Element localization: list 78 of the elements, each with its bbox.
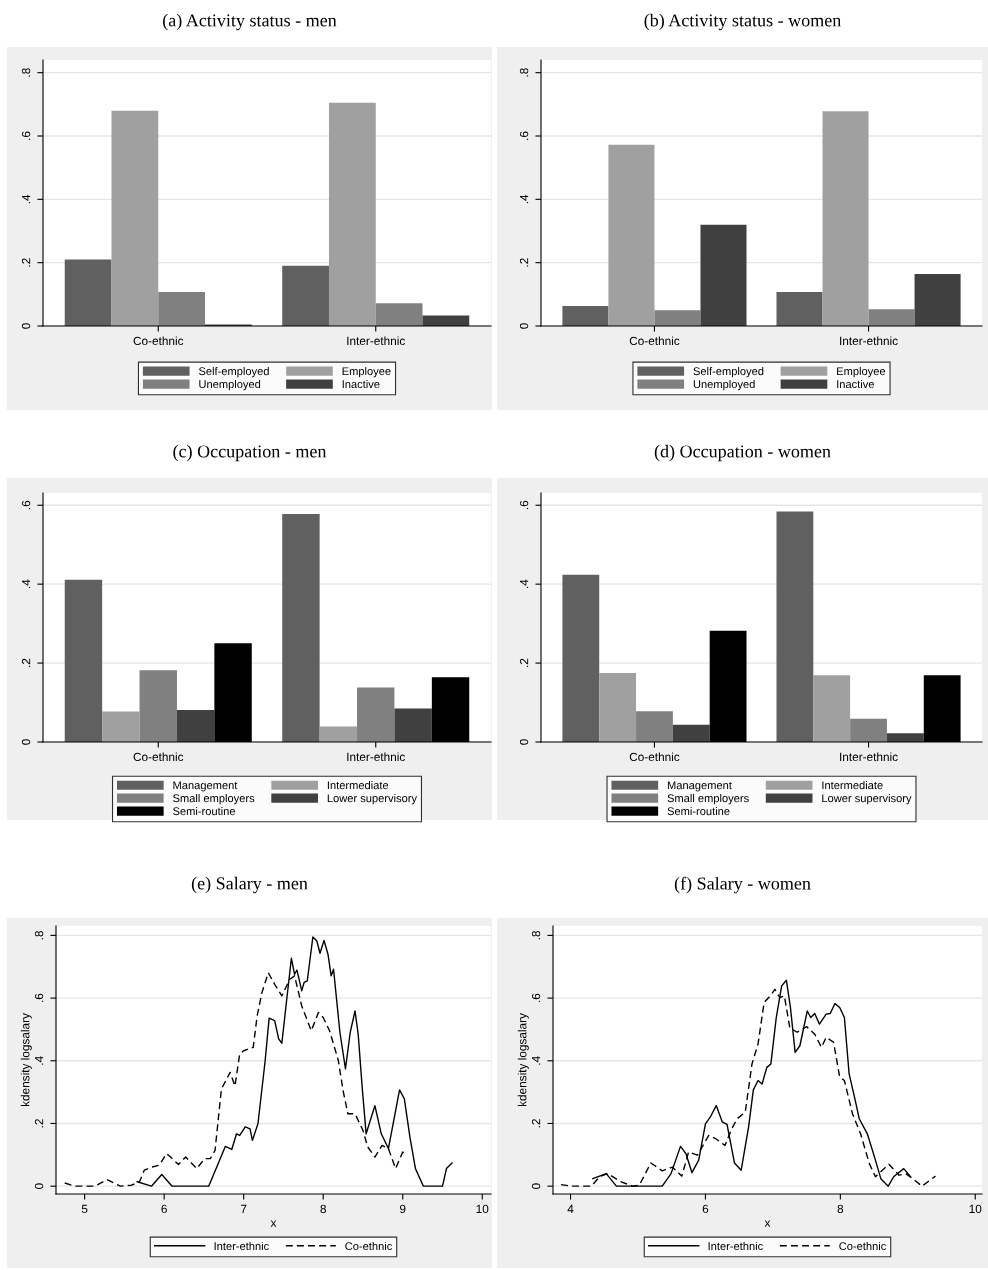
legend-label: Inactive (342, 379, 380, 389)
chart-title: (b) Activity status - women (644, 13, 842, 31)
legend-label: Self-employed (693, 366, 764, 378)
x-tick-label: Co-ethnic (629, 752, 680, 762)
legend-label: Semi-routine (173, 806, 236, 816)
x-tick-label: 10 (969, 1204, 982, 1214)
legend-label: Employee (837, 366, 886, 378)
legend-label: Small employers (173, 794, 255, 805)
y-tick-label: .8 (21, 68, 31, 77)
x-tick-label: 8 (320, 1204, 326, 1214)
legend-label: Management (173, 781, 238, 792)
y-tick-label: 0 (34, 1183, 44, 1189)
y-tick-label: 0 (519, 739, 529, 745)
x-tick-label: 6 (702, 1204, 709, 1214)
x-tick-label: Co-ethnic (629, 336, 680, 346)
x-tick-label: Co-ethnic (133, 336, 184, 346)
chart-title: (e) Salary - men (191, 876, 308, 894)
y-tick-label: 0 (21, 323, 31, 329)
y-tick-label: .6 (34, 993, 44, 1002)
y-tick-label: .2 (21, 258, 31, 267)
legend-label: Employee (342, 366, 391, 378)
chart-title: (d) Occupation - women (654, 444, 831, 462)
x-tick-label: 9 (400, 1204, 406, 1214)
y-tick-label: .8 (519, 68, 529, 77)
y-tick-label: .4 (532, 1056, 541, 1065)
chart-title: (f) Salary - women (674, 876, 811, 894)
y-tick-label: 0 (531, 1183, 541, 1189)
legend-label: Semi-routine (667, 806, 730, 816)
legend-label: Intermediate (822, 781, 883, 790)
legend-label: Co-ethnic (839, 1241, 886, 1251)
y-tick-label: .6 (531, 993, 541, 1002)
y-axis-title: kdensity logsalary (20, 1013, 32, 1107)
y-tick-label: .8 (34, 930, 44, 940)
chart-title: (c) Occupation - men (173, 444, 327, 462)
y-tick-label: .4 (35, 1056, 44, 1065)
legend-label: Unemployed (693, 379, 755, 391)
y-tick-label: .4 (520, 579, 529, 588)
legend-label: Self-employed (198, 366, 269, 378)
y-tick-label: .6 (21, 131, 31, 140)
x-tick-label: Inter-ethnic (347, 752, 405, 762)
legend-label: Small employers (667, 794, 749, 805)
x-tick-label: Inter-ethnic (840, 336, 898, 346)
y-tick-label: .2 (531, 1119, 541, 1128)
legend-label: Inter-ethnic (708, 1241, 763, 1251)
legend-label: Lower supervisory (822, 794, 912, 805)
x-tick-label: 8 (837, 1204, 844, 1214)
x-tick-label: 6 (161, 1204, 167, 1214)
legend-label: Management (667, 781, 732, 792)
y-tick-label: .4 (22, 579, 31, 588)
y-tick-label: .2 (519, 258, 529, 267)
x-tick-label: 5 (81, 1204, 88, 1214)
y-tick-label: .2 (34, 1119, 44, 1128)
y-tick-label: 0 (21, 739, 31, 745)
y-tick-label: .4 (520, 194, 529, 204)
y-tick-label: .2 (519, 658, 529, 667)
x-tick-label: 10 (476, 1204, 489, 1214)
y-tick-label: .8 (531, 930, 541, 940)
y-tick-label: 0 (519, 323, 529, 329)
x-tick-label: Inter-ethnic (840, 752, 898, 762)
legend-label: Intermediate (327, 781, 389, 790)
legend-label: Inactive (837, 379, 874, 389)
y-tick-label: .6 (21, 500, 31, 510)
legend-label: Unemployed (199, 379, 261, 391)
chart-title: (a) Activity status - men (163, 13, 337, 31)
y-tick-label: .4 (22, 194, 31, 204)
legend-label: Lower supervisory (327, 794, 418, 805)
y-tick-label: .6 (519, 500, 529, 510)
y-tick-label: .2 (21, 658, 31, 667)
x-axis-title: x (764, 1220, 771, 1227)
x-tick-label: Inter-ethnic (347, 336, 405, 346)
x-tick-label: 4 (567, 1204, 574, 1213)
x-tick-label: Co-ethnic (133, 752, 184, 762)
y-tick-label: .6 (519, 131, 529, 140)
x-axis-title: x (270, 1220, 277, 1227)
legend-label: Inter-ethnic (214, 1241, 269, 1251)
x-tick-label: 7 (241, 1204, 247, 1213)
y-axis-title: kdensity logsalary (517, 1013, 529, 1107)
legend-label: Co-ethnic (345, 1241, 392, 1251)
